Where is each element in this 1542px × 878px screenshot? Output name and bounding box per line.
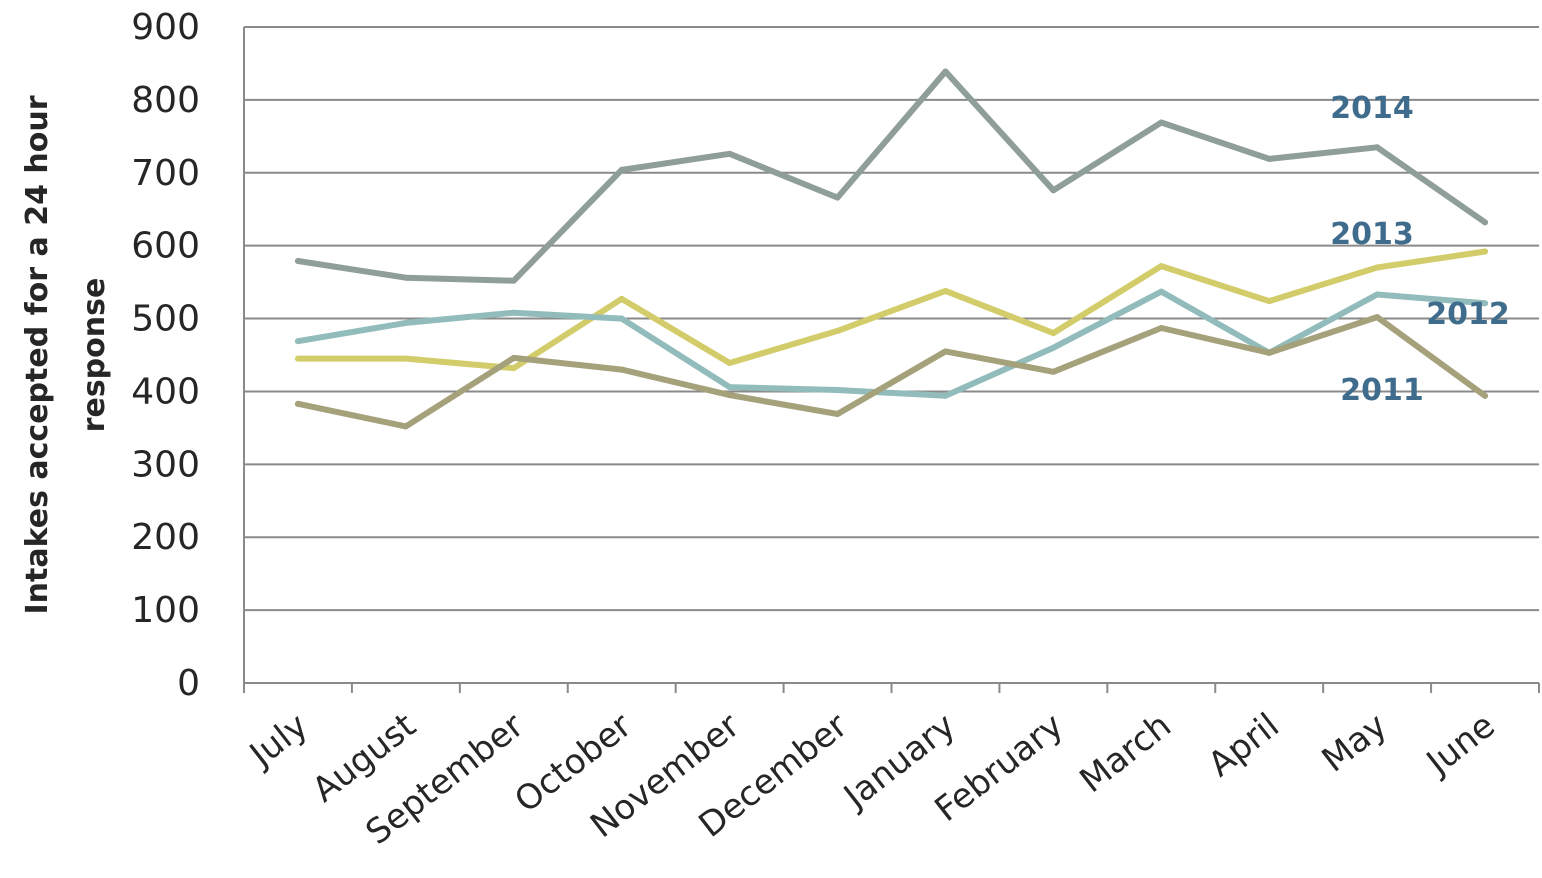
y-tick-label: 600 <box>131 226 200 267</box>
data-point-2013 <box>618 295 625 302</box>
axes <box>243 27 1540 693</box>
series-label-2013: 2013 <box>1330 217 1414 252</box>
x-tick-label: March <box>1073 706 1179 801</box>
y-tick-labels: 0 100 200 300 400 500 600 700 800 900 <box>131 7 200 704</box>
y-tick-label: 500 <box>131 299 200 340</box>
data-point-2012 <box>1482 300 1489 307</box>
data-point-2011 <box>510 354 517 361</box>
data-point-2013 <box>1266 298 1273 305</box>
series-line-2012 <box>295 288 1488 399</box>
x-tick-label: May <box>1315 706 1395 781</box>
series-line-2013 <box>295 248 1488 372</box>
series-lines <box>294 68 1489 430</box>
y-tick-label: 400 <box>131 371 200 412</box>
data-point-2012 <box>510 309 517 316</box>
data-point-2011 <box>402 423 409 430</box>
data-point-2012 <box>942 392 949 399</box>
data-point-2011 <box>726 392 733 399</box>
data-point-2012 <box>1158 288 1165 295</box>
y-axis-title: Intakes accepted for a 24 hour <box>20 95 55 614</box>
data-point-2011 <box>834 411 841 418</box>
data-point-2013 <box>510 365 517 372</box>
data-point-2012 <box>1050 344 1057 351</box>
data-point-2011 <box>1266 349 1273 356</box>
data-point-2013 <box>1374 264 1381 271</box>
data-point-2011 <box>1158 325 1165 332</box>
series-line-2011 <box>295 314 1488 430</box>
data-point-2013 <box>834 327 841 334</box>
data-point-2013 <box>402 355 409 362</box>
data-point-2013 <box>294 355 301 362</box>
data-point-2012 <box>618 315 625 322</box>
data-point-2014 <box>1266 155 1273 162</box>
series-label-2012: 2012 <box>1426 297 1510 332</box>
data-point-2011 <box>1050 368 1057 375</box>
data-point-2011 <box>618 366 625 373</box>
y-axis-title-2: response <box>77 278 112 433</box>
series-label-2011: 2011 <box>1340 373 1424 408</box>
data-point-2012 <box>834 386 841 393</box>
y-axis-title-line2: response <box>77 278 112 433</box>
data-point-2013 <box>726 360 733 367</box>
data-point-2014 <box>1050 187 1057 194</box>
series-line-2014 <box>295 68 1488 284</box>
y-tick-label: 300 <box>131 444 200 485</box>
y-tick-label: 900 <box>131 7 200 48</box>
x-tick-labels: JulyAugustSeptemberOctoberNovemberDecemb… <box>241 706 1502 853</box>
data-point-2013 <box>942 287 949 294</box>
data-point-2014 <box>1374 144 1381 151</box>
y-tick-label: 800 <box>131 80 200 121</box>
data-point-2014 <box>834 194 841 201</box>
data-point-2011 <box>294 400 301 407</box>
data-point-2011 <box>942 348 949 355</box>
y-tick-label: 200 <box>131 517 200 558</box>
data-point-2011 <box>1374 314 1381 321</box>
data-point-2014 <box>1482 219 1489 226</box>
y-tick-label: 700 <box>131 153 200 194</box>
data-point-2014 <box>726 150 733 157</box>
y-tick-label: 100 <box>131 590 200 631</box>
y-axis-title-line1: Intakes accepted for a 24 hour <box>20 95 55 614</box>
data-point-2014 <box>510 277 517 284</box>
data-point-2014 <box>294 257 301 264</box>
x-tick-label: April <box>1201 706 1287 785</box>
data-point-2013 <box>1158 263 1165 270</box>
data-point-2011 <box>1482 392 1489 399</box>
data-point-2014 <box>1158 119 1165 126</box>
data-point-2012 <box>726 384 733 391</box>
x-tick-label: July <box>241 706 315 776</box>
series-label-2014: 2014 <box>1330 91 1414 126</box>
data-point-2013 <box>1050 330 1057 337</box>
x-tick-label: June <box>1418 706 1503 784</box>
data-point-2013 <box>1482 248 1489 255</box>
data-point-2012 <box>294 338 301 345</box>
data-point-2014 <box>618 166 625 173</box>
data-point-2012 <box>1374 291 1381 298</box>
data-point-2014 <box>942 68 949 75</box>
data-point-2014 <box>402 274 409 281</box>
data-point-2012 <box>402 319 409 326</box>
series-labels: 2014 2013 2012 2011 <box>1330 91 1510 408</box>
y-tick-label: 0 <box>177 663 200 704</box>
